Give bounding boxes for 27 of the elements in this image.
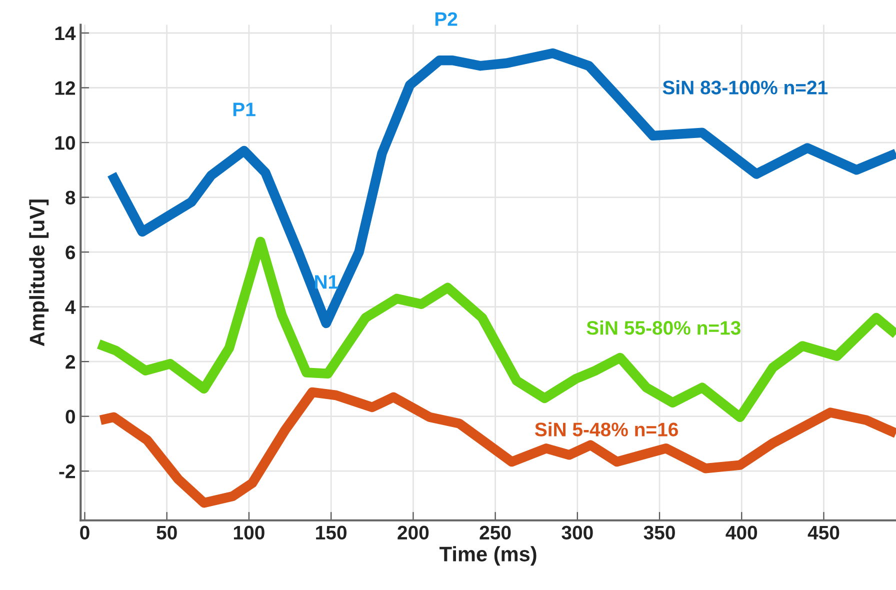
y-tick-label: 2 [66,355,75,369]
y-tick-label: 12 [55,81,75,95]
x-tick-label: 250 [480,526,511,540]
annotation: P2 [435,12,458,26]
y-tick-label: 6 [66,246,76,260]
x-tick-label: 400 [726,526,758,540]
x-tick-label: 350 [644,526,675,540]
x-tick-label: 0 [80,526,90,540]
series-label: SiN 83-100% n=21 [662,80,828,94]
x-tick-label: 200 [398,526,429,540]
x-tick-label: 300 [562,526,593,540]
y-tick-label: 14 [55,26,76,40]
x-tick-label: 100 [234,526,264,540]
annotation: P1 [233,102,256,116]
y-tick-label: -2 [59,464,75,478]
annotation: N1 [315,275,338,289]
y-tick-label: 0 [66,410,75,424]
series-label: SiN 55-80% n=13 [586,320,740,335]
x-axis-title: Time (ms) [440,546,536,566]
y-tick-label: 4 [65,300,76,314]
x-tick-label: 50 [156,526,177,540]
y-axis-title: Amplitude [uV] [29,200,49,346]
x-tick-label: 150 [316,526,347,540]
x-tick-label: 450 [808,526,840,540]
series-label: SiN 5-48% n=16 [534,422,678,436]
y-tick-label: 8 [66,190,76,205]
y-tick-label: 10 [55,136,75,150]
